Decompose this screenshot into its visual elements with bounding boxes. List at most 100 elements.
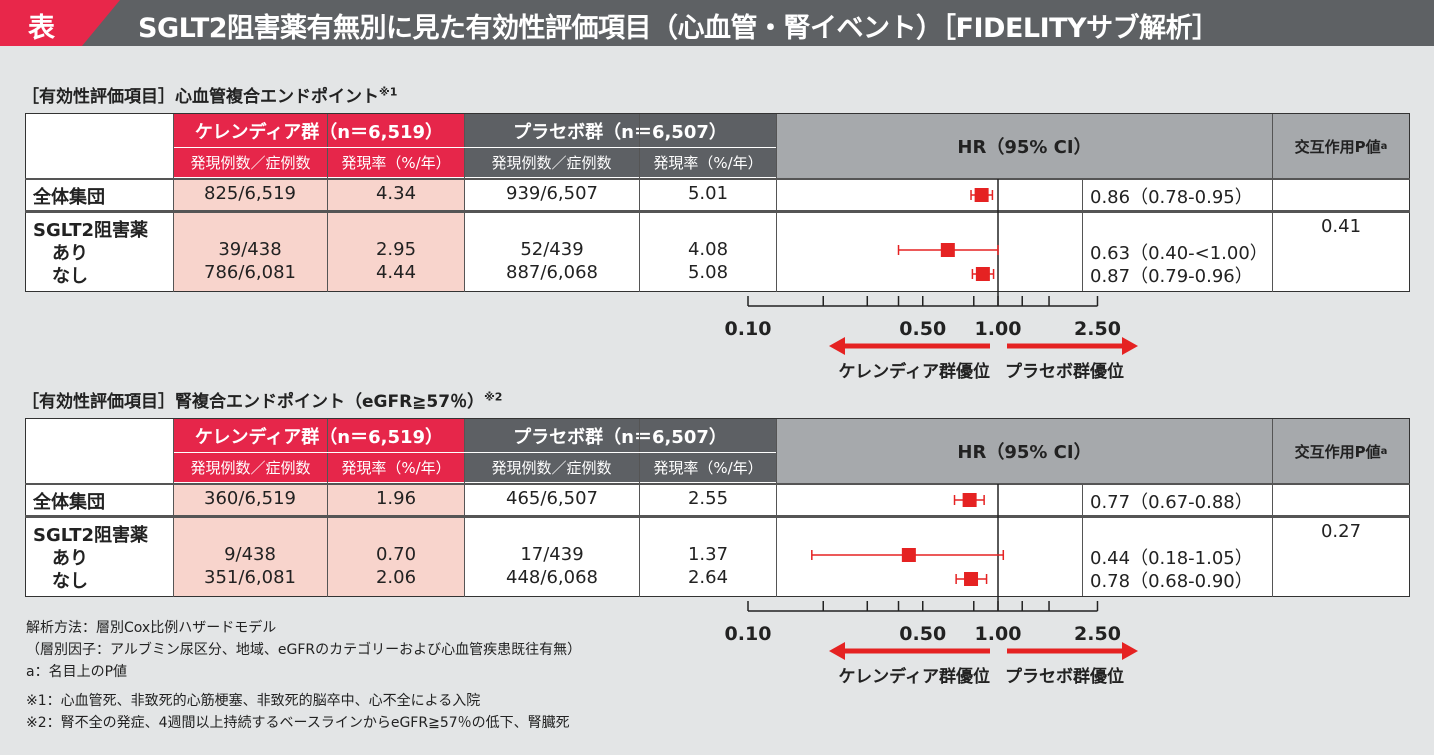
title-mark: 表 bbox=[28, 13, 55, 44]
x-tick-label: 0.10 bbox=[725, 318, 772, 340]
row-label-sglt2: SGLT2阻害薬 bbox=[33, 525, 149, 546]
hr-ci-text: 0.87（0.79-0.96） bbox=[1090, 266, 1253, 287]
placebo-rate: 5.01 bbox=[687, 183, 729, 204]
section-title: ［有効性評価項目］心血管複合エンドポイント※1 bbox=[22, 82, 397, 107]
x-tick-label: 2.50 bbox=[1074, 318, 1121, 340]
favors-kerendia-label: ケレンディア群優位 bbox=[839, 361, 990, 382]
arrow-left-head bbox=[829, 337, 845, 355]
p-header-text: 交互作用P値 bbox=[1294, 442, 1381, 461]
kerendia-events: 351/6,081 bbox=[204, 567, 296, 588]
kerendia-rate: 4.34 bbox=[375, 183, 417, 204]
kerendia-events: 786/6,081 bbox=[204, 262, 296, 283]
row-label-no: なし bbox=[52, 571, 88, 592]
footnote-2: ※2：腎不全の発症、4週間以上持続するベースラインからeGFR≧57％の低下、腎… bbox=[26, 715, 570, 731]
arrow-right-head bbox=[1122, 642, 1138, 660]
kerendia-events-header: 発現例数／症例数 bbox=[174, 453, 327, 482]
kerendia-header: ケレンディア群（n＝6,519） bbox=[174, 114, 464, 147]
placebo-header: プラセボ群（n＝6,507） bbox=[464, 419, 776, 452]
favors-placebo-label: プラセボ群優位 bbox=[1005, 361, 1124, 382]
kerendia-rate-cell bbox=[328, 179, 464, 210]
column-divider bbox=[464, 114, 465, 292]
placebo-rate: 4.08 bbox=[687, 239, 729, 260]
hr-ci-text: 0.44（0.18-1.05） bbox=[1090, 548, 1253, 569]
kerendia-rate: 2.95 bbox=[375, 239, 417, 260]
column-divider bbox=[1272, 419, 1273, 597]
row-divider bbox=[25, 515, 1410, 518]
placebo-header: プラセボ群（n＝6,507） bbox=[464, 114, 776, 147]
column-divider bbox=[1082, 483, 1083, 596]
hr-header: HR（95% CI） bbox=[777, 419, 1272, 483]
column-divider bbox=[327, 114, 328, 292]
placebo-events: 52/439 bbox=[520, 239, 584, 260]
hr-ci-text: 0.86（0.78-0.95） bbox=[1090, 187, 1253, 208]
row-label-sglt2: SGLT2阻害薬 bbox=[33, 220, 149, 241]
arrow-right-head bbox=[1122, 337, 1138, 355]
forest-plot: 0.10 0.50 1.00 2.50 ケレンディア群優位 プラセボ群優位 bbox=[725, 179, 1138, 382]
hr-marker bbox=[940, 243, 955, 257]
interaction-p-value: 0.27 bbox=[1320, 521, 1362, 542]
section-title-note: ※2 bbox=[484, 390, 503, 404]
p-header-sup: a bbox=[1380, 140, 1388, 152]
row-label-overall: 全体集団 bbox=[33, 492, 105, 513]
header-divider bbox=[174, 147, 776, 148]
kerendia-events-cell bbox=[174, 484, 327, 515]
kerendia-events-header: 発現例数／症例数 bbox=[174, 148, 327, 177]
hr-marker bbox=[962, 493, 977, 507]
favors-kerendia-label: ケレンディア群優位 bbox=[839, 666, 990, 687]
kerendia-rate-cell bbox=[328, 213, 464, 291]
hr-marker bbox=[964, 572, 979, 586]
hr-header: HR（95% CI） bbox=[777, 114, 1272, 178]
row-divider bbox=[25, 178, 1410, 180]
column-divider bbox=[327, 419, 328, 597]
header-divider bbox=[174, 452, 776, 453]
footnote-method: 解析方法：層別Cox比例ハザードモデル bbox=[26, 620, 277, 636]
forest-plot: 0.10 0.50 1.00 2.50 ケレンディア群優位 プラセボ群優位 bbox=[725, 484, 1138, 687]
x-tick-label: 1.00 bbox=[975, 623, 1022, 645]
column-divider bbox=[639, 114, 640, 292]
title-bar bbox=[0, 0, 1434, 46]
kerendia-events: 825/6,519 bbox=[204, 183, 296, 204]
kerendia-rate-header: 発現率（%/年） bbox=[328, 148, 464, 177]
kerendia-rate: 0.70 bbox=[375, 544, 417, 565]
row-label-yes: あり bbox=[52, 548, 88, 569]
kerendia-rate: 2.06 bbox=[375, 567, 417, 588]
kerendia-events: 39/438 bbox=[218, 239, 282, 260]
placebo-events: 887/6,068 bbox=[506, 262, 598, 283]
x-tick-label: 0.50 bbox=[899, 318, 946, 340]
footnote-strata: （層別因子：アルブミン尿区分、地域、eGFRのカテゴリーおよび心血管疾患既往有無… bbox=[26, 642, 582, 658]
section-title-text: ［有効性評価項目］腎複合エンドポイント（eGFR≧57％） bbox=[22, 392, 485, 412]
placebo-events: 17/439 bbox=[520, 544, 584, 565]
x-tick-label: 0.50 bbox=[899, 623, 946, 645]
placebo-rate-header: 発現率（%/年） bbox=[640, 453, 776, 482]
column-divider bbox=[776, 419, 777, 597]
placebo-rate: 1.37 bbox=[687, 544, 729, 565]
hr-marker bbox=[901, 548, 916, 562]
x-tick-label: 0.10 bbox=[725, 623, 772, 645]
section-title-text: ［有効性評価項目］心血管複合エンドポイント bbox=[22, 87, 379, 107]
section-title: ［有効性評価項目］腎複合エンドポイント（eGFR≧57％）※2 bbox=[22, 387, 502, 412]
kerendia-rate-header: 発現率（%/年） bbox=[328, 453, 464, 482]
placebo-events: 939/6,507 bbox=[506, 183, 598, 204]
kerendia-rate-cell bbox=[328, 484, 464, 515]
placebo-events-header: 発現例数／症例数 bbox=[464, 148, 639, 177]
row-label-no: なし bbox=[52, 266, 88, 287]
hr-marker bbox=[974, 188, 989, 202]
p-header-sup: a bbox=[1380, 445, 1388, 457]
row-divider bbox=[25, 210, 1410, 213]
footnote-a: a：名目上のP値 bbox=[26, 664, 128, 680]
placebo-events-header: 発現例数／症例数 bbox=[464, 453, 639, 482]
kerendia-events: 360/6,519 bbox=[204, 488, 296, 509]
hr-ci-text: 0.78（0.68-0.90） bbox=[1090, 571, 1253, 592]
kerendia-rate: 4.44 bbox=[375, 262, 417, 283]
p-header-text: 交互作用P値 bbox=[1294, 137, 1381, 156]
row-divider bbox=[25, 483, 1410, 485]
x-tick-label: 1.00 bbox=[975, 318, 1022, 340]
column-divider bbox=[1082, 178, 1083, 291]
column-divider bbox=[1272, 114, 1273, 292]
p-header: 交互作用P値 a bbox=[1273, 419, 1409, 483]
hr-ci-text: 0.77（0.67-0.88） bbox=[1090, 492, 1253, 513]
interaction-p-value: 0.41 bbox=[1320, 216, 1362, 237]
row-label-overall: 全体集団 bbox=[33, 187, 105, 208]
p-header: 交互作用P値 a bbox=[1273, 114, 1409, 178]
hr-marker bbox=[975, 267, 990, 281]
